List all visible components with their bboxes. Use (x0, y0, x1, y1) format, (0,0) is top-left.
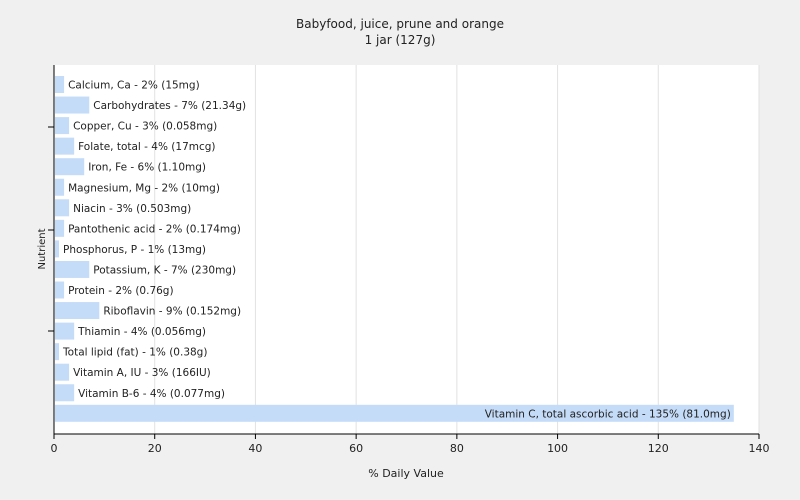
bar (55, 302, 100, 320)
bar (55, 117, 70, 135)
bar (55, 178, 65, 196)
x-tick-label: 100 (547, 442, 568, 455)
bar-label: Carbohydrates - 7% (21.34g) (93, 100, 246, 112)
bar-label: Vitamin B-6 - 4% (0.077mg) (78, 388, 225, 400)
x-tick-label: 20 (148, 442, 162, 455)
x-tick-label: 60 (349, 442, 363, 455)
chart-subtitle: 1 jar (127g) (365, 33, 436, 47)
bar-label: Folate, total - 4% (17mcg) (78, 141, 215, 153)
x-tick-label: 40 (248, 442, 262, 455)
bar (55, 137, 75, 155)
bar-label: Copper, Cu - 3% (0.058mg) (73, 121, 217, 133)
bar (55, 96, 90, 114)
plot-area (54, 65, 759, 434)
bar-label: Thiamin - 4% (0.056mg) (77, 326, 206, 338)
bar (55, 404, 734, 422)
grid-lines (154, 65, 760, 434)
bar-label: Total lipid (fat) - 1% (0.38g) (62, 347, 207, 359)
bar-label: Riboflavin - 9% (0.152mg) (103, 306, 241, 318)
bar (55, 76, 65, 93)
y-axis-label: Nutrient (37, 228, 48, 269)
bar-label: Niacin - 3% (0.503mg) (73, 203, 191, 215)
bar (55, 219, 65, 237)
bar-label: Potassium, K - 7% (230mg) (93, 264, 236, 276)
bar (55, 384, 75, 402)
bar (55, 260, 90, 278)
bar (55, 343, 60, 361)
x-tick-label: 0 (51, 442, 58, 455)
bar (55, 199, 70, 217)
bar (55, 281, 65, 299)
bar (55, 240, 60, 258)
bar-label: Vitamin C, total ascorbic acid - 135% (8… (485, 408, 731, 420)
bar-label: Magnesium, Mg - 2% (10mg) (68, 182, 220, 194)
bar-label: Protein - 2% (0.76g) (68, 285, 174, 297)
bars: Calcium, Ca - 2% (15mg) Carbohydrates - 7… (55, 76, 734, 422)
axes: 0 20 40 60 80 100 120 140 (48, 65, 770, 455)
bar-label: Iron, Fe - 6% (1.10mg) (88, 162, 206, 174)
x-tick-label: 80 (450, 442, 464, 455)
bar-label: Vitamin A, IU - 3% (166IU) (73, 367, 211, 379)
bar (55, 158, 85, 176)
x-tick-label: 120 (648, 442, 669, 455)
bar-label: Calcium, Ca - 2% (15mg) (68, 80, 200, 92)
bar (55, 322, 75, 340)
x-axis-label: % Daily Value (368, 467, 444, 480)
x-tick-label: 140 (749, 442, 770, 455)
bar (55, 363, 70, 381)
bar-label: Phosphorus, P - 1% (13mg) (63, 244, 206, 256)
bar-label: Pantothenic acid - 2% (0.174mg) (68, 223, 241, 235)
chart-title: Babyfood, juice, prune and orange (296, 17, 504, 31)
